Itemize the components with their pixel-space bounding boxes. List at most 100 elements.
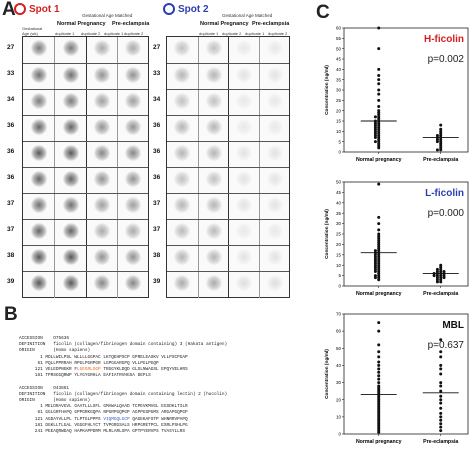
spot1-cell	[85, 246, 118, 272]
spot1-spot	[30, 144, 47, 161]
spot2-spot	[266, 92, 283, 109]
spot2-row	[167, 245, 289, 272]
spot1-spot	[94, 196, 111, 213]
spot2-spot	[266, 196, 283, 213]
data-point	[377, 88, 381, 92]
spot1-cell	[23, 142, 54, 168]
data-point	[439, 363, 443, 367]
x-category-label: Normal pregnancy	[356, 439, 402, 445]
spot2-title: Spot 2	[163, 3, 209, 15]
spot1-cell	[23, 37, 54, 63]
spot2-spot	[236, 92, 253, 109]
spot2-spot	[174, 39, 191, 56]
spot2-age-label: 36	[153, 122, 161, 130]
chart-title: H-ficolin	[424, 34, 464, 45]
data-point	[439, 263, 443, 267]
data-point	[439, 131, 443, 135]
data-point	[377, 82, 381, 86]
spot2-cell	[258, 168, 291, 194]
sequence-line: 1 MELDRAVGVL GAATLLLSFL GMAWALQAAD TCPEV…	[19, 404, 188, 410]
spot1-age-label: 37	[7, 200, 15, 208]
spot1-spot	[94, 39, 111, 56]
spot2-cell	[228, 37, 260, 63]
spot2-cell	[258, 142, 291, 168]
y-tick-label: 15	[336, 119, 342, 124]
data-point	[377, 267, 381, 271]
data-point	[435, 140, 439, 144]
spot1-row	[23, 271, 148, 298]
spot1-cell	[85, 116, 118, 142]
spot1-spot	[30, 118, 47, 135]
spot1-age-label: 39	[7, 278, 15, 286]
data-point	[377, 367, 381, 371]
spot1-cell	[116, 194, 149, 220]
data-point	[439, 381, 443, 385]
p-value-annotation: p=0.000	[428, 208, 465, 219]
x-category-label: Pre-eclampsia	[423, 439, 458, 445]
data-point	[377, 343, 381, 347]
spot2-spot	[174, 170, 191, 187]
spot1-spot	[62, 170, 79, 187]
data-point	[439, 267, 443, 271]
spot2-age-label: 36	[153, 174, 161, 182]
spot2-cell	[228, 246, 260, 272]
y-tick-label: 50	[336, 180, 342, 185]
spot2-spot	[205, 39, 222, 56]
spot2-spot	[174, 118, 191, 135]
spot1-spot	[62, 144, 79, 161]
spot2-row	[167, 167, 289, 194]
data-point	[435, 276, 439, 280]
spot1-spot	[62, 274, 79, 291]
spot2-dup1: duplicate 1	[199, 31, 219, 36]
spot2-age-label: 39	[153, 278, 161, 286]
spot1-row	[23, 115, 148, 142]
chart-title: L-ficolin	[425, 188, 464, 199]
data-point	[439, 338, 443, 342]
data-point	[373, 136, 377, 140]
spot2-spot	[174, 222, 191, 239]
data-point	[377, 360, 381, 364]
data-point	[377, 78, 381, 82]
spot2-row	[167, 115, 289, 142]
spot2-cell	[167, 220, 198, 246]
spot1-dup2: duplicate 2	[81, 31, 101, 36]
data-point	[439, 389, 443, 393]
data-point	[373, 274, 377, 278]
spot2-blot-grid	[166, 36, 290, 298]
spot2-cell	[197, 272, 230, 298]
data-point	[377, 74, 381, 78]
data-point	[377, 138, 381, 142]
data-point	[439, 429, 443, 433]
sequence-line: 61 PQLLPPRRAH RPGLPGRPGR LGPGGARGPQ VLLP…	[19, 360, 159, 366]
spot2-cell	[258, 90, 291, 116]
spot1-cell	[85, 194, 118, 220]
y-tick-label: 40	[336, 200, 342, 205]
y-tick-label: 5	[338, 139, 341, 144]
data-point	[377, 276, 381, 280]
spot1-blot-grid	[22, 36, 149, 298]
sequence-line: ORIGIN (Homo sapiens)	[19, 398, 91, 404]
spot1-cell	[85, 272, 118, 298]
data-point	[377, 47, 381, 51]
spot2-row	[167, 219, 289, 246]
data-point	[439, 411, 443, 415]
p-value-annotation: p=0.637	[428, 340, 465, 351]
spot1-cell	[116, 116, 149, 142]
spot2-spot	[174, 196, 191, 213]
sequence-line: ACCESSION O43861	[19, 385, 70, 391]
spot2-spot	[205, 248, 222, 265]
spot2-cell	[258, 116, 291, 142]
data-point	[377, 182, 381, 186]
y-tick-label: 35	[336, 77, 342, 82]
data-point	[377, 374, 381, 378]
spot1-dup1-pe: duplicate 1	[104, 31, 124, 36]
spot2-cell	[258, 246, 291, 272]
data-point	[377, 144, 381, 148]
data-point	[439, 129, 443, 133]
data-point	[377, 222, 381, 226]
spot1-cell	[23, 246, 54, 272]
spot1-spot	[30, 222, 47, 239]
data-point	[439, 146, 443, 150]
y-tick-label: 40	[336, 67, 342, 72]
data-point	[377, 140, 381, 144]
